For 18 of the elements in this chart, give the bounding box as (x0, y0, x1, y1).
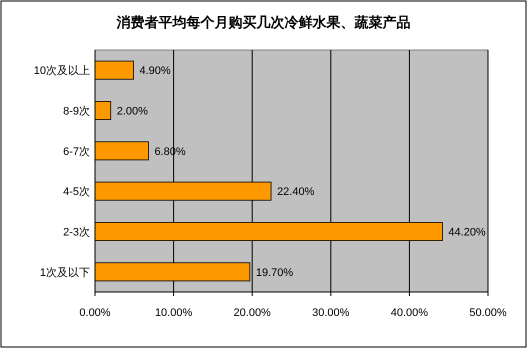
x-tick-label: 20.00% (234, 307, 272, 319)
data-label: 19.70% (256, 266, 294, 279)
data-label: 4.90% (140, 65, 171, 78)
x-tick-label: 10.00% (154, 307, 192, 319)
y-tick-label: 8-9次 (63, 106, 90, 118)
y-tick-label: 10次及以上 (34, 64, 90, 78)
y-tick-label: 2-3次 (63, 226, 90, 238)
x-tick-label: 50.00% (469, 307, 507, 319)
data-label: 22.40% (277, 186, 315, 198)
y-tick-label: 4-5次 (63, 186, 90, 198)
data-label: 44.20% (448, 226, 486, 238)
y-tick-label: 6-7次 (63, 146, 90, 158)
x-tick-label: 40.00% (390, 307, 428, 319)
x-tick-label: 0.00% (79, 307, 111, 319)
x-tick-label: 30.00% (312, 307, 350, 319)
y-tick-label: 1次及以下 (40, 266, 90, 279)
chart-title: 消费者平均每个月购买几次冷鲜水果、蔬菜产品 (116, 14, 410, 30)
data-label: 2.00% (116, 106, 148, 118)
